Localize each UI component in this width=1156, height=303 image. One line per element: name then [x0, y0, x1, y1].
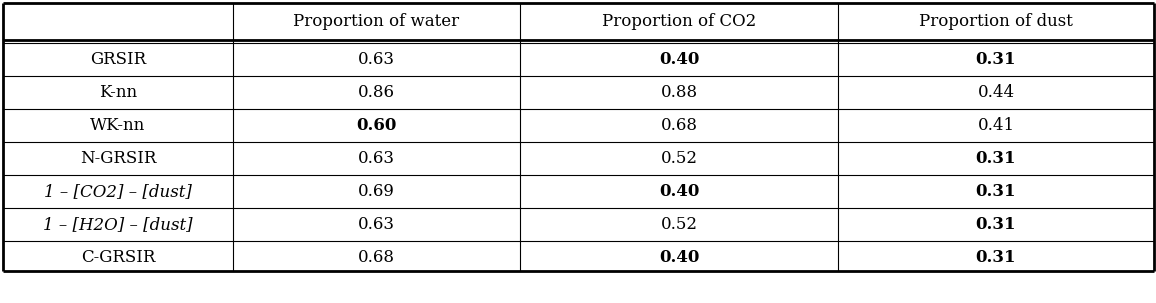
Text: K-nn: K-nn: [99, 84, 138, 101]
Text: GRSIR: GRSIR: [90, 51, 146, 68]
Text: WK-nn: WK-nn: [90, 117, 146, 134]
Text: 0.31: 0.31: [976, 51, 1016, 68]
Text: 0.60: 0.60: [356, 117, 397, 134]
Text: 0.31: 0.31: [976, 249, 1016, 266]
Text: 0.52: 0.52: [660, 150, 697, 167]
Text: 0.44: 0.44: [978, 84, 1015, 101]
Text: 0.41: 0.41: [978, 117, 1015, 134]
Text: 0.63: 0.63: [358, 51, 395, 68]
Text: 0.63: 0.63: [358, 216, 395, 233]
Text: 0.68: 0.68: [660, 117, 697, 134]
Text: 0.69: 0.69: [358, 183, 395, 200]
Text: C-GRSIR: C-GRSIR: [81, 249, 155, 266]
Text: 0.40: 0.40: [659, 183, 699, 200]
Text: Proportion of dust: Proportion of dust: [919, 13, 1073, 30]
Text: 0.68: 0.68: [358, 249, 395, 266]
Text: 1 – [H2O] – [dust]: 1 – [H2O] – [dust]: [43, 216, 193, 233]
Text: 1 – [CO2] – [dust]: 1 – [CO2] – [dust]: [44, 183, 192, 200]
Text: N-GRSIR: N-GRSIR: [80, 150, 156, 167]
Text: 0.86: 0.86: [358, 84, 395, 101]
Text: 0.31: 0.31: [976, 183, 1016, 200]
Text: 0.88: 0.88: [660, 84, 697, 101]
Text: Proportion of CO2: Proportion of CO2: [602, 13, 756, 30]
Text: 0.40: 0.40: [659, 51, 699, 68]
Text: 0.40: 0.40: [659, 249, 699, 266]
Text: 0.31: 0.31: [976, 216, 1016, 233]
Text: Proportion of water: Proportion of water: [294, 13, 460, 30]
Text: 0.63: 0.63: [358, 150, 395, 167]
Text: 0.31: 0.31: [976, 150, 1016, 167]
Text: 0.52: 0.52: [660, 216, 697, 233]
